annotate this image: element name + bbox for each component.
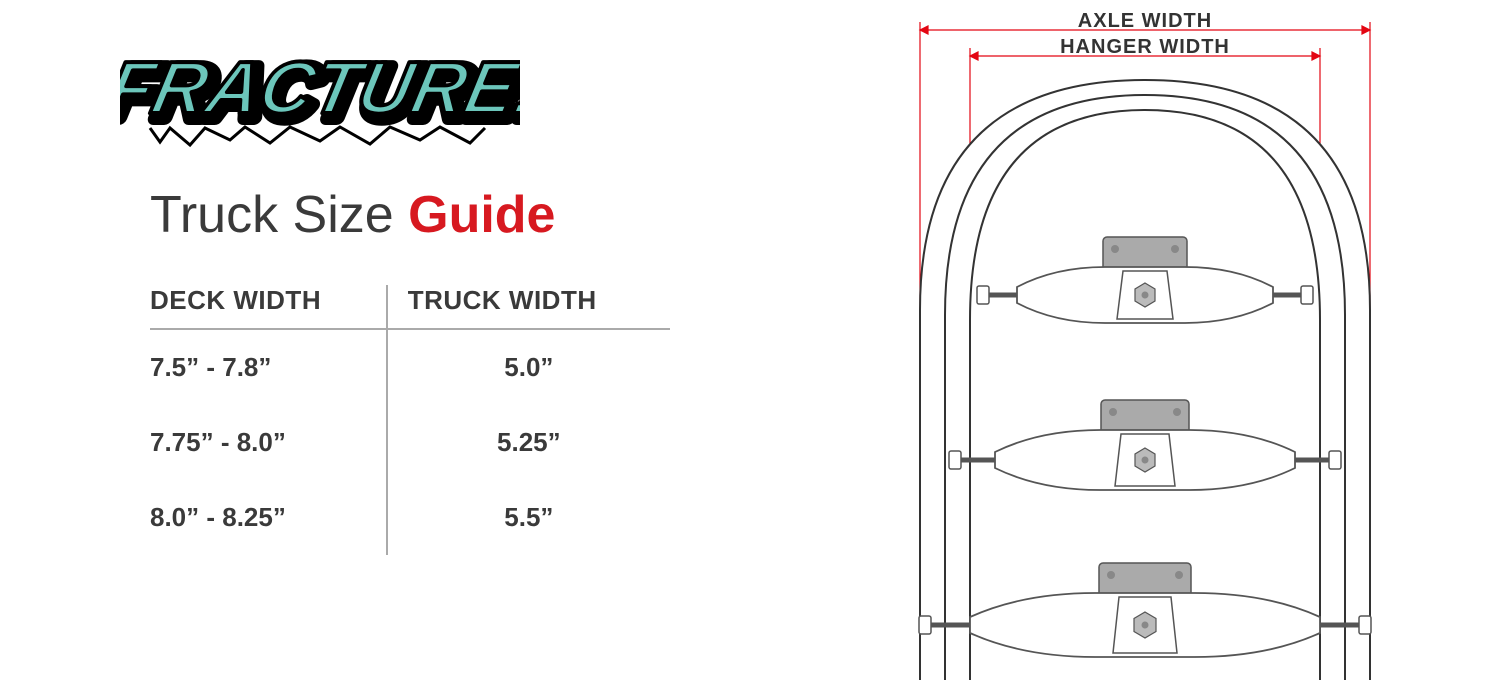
page-title: Truck Size Guide	[150, 185, 750, 245]
size-guide-table: DECK WIDTH TRUCK WIDTH 7.5” - 7.8” 5.0” …	[150, 285, 670, 555]
table-row: 7.75” - 8.0” 5.25”	[150, 405, 670, 480]
logo-text: FRACTURE!!	[120, 46, 520, 129]
table-header-truck: TRUCK WIDTH	[387, 285, 670, 329]
axle-width-label: AXLE WIDTH	[1078, 10, 1212, 32]
table-row: 8.0” - 8.25” 5.5”	[150, 480, 670, 555]
truck-width-cell: 5.0”	[387, 329, 670, 405]
hanger-width-label: HANGER WIDTH	[1060, 36, 1230, 58]
truck-diagram: AXLE WIDTH HANGER WIDTH	[875, 10, 1415, 680]
table-header-deck: DECK WIDTH	[150, 285, 387, 329]
truck-width-cell: 5.25”	[387, 405, 670, 480]
truck-width-cell: 5.5”	[387, 480, 670, 555]
title-emphasis: Guide	[408, 186, 555, 244]
deck-width-cell: 7.75” - 8.0”	[150, 405, 387, 480]
brand-logo: FRACTURE!! FRACTURE!!	[120, 30, 750, 155]
table-row: 7.5” - 7.8” 5.0”	[150, 329, 670, 405]
title-prefix: Truck Size	[150, 186, 408, 244]
deck-width-cell: 8.0” - 8.25”	[150, 480, 387, 555]
deck-width-cell: 7.5” - 7.8”	[150, 329, 387, 405]
